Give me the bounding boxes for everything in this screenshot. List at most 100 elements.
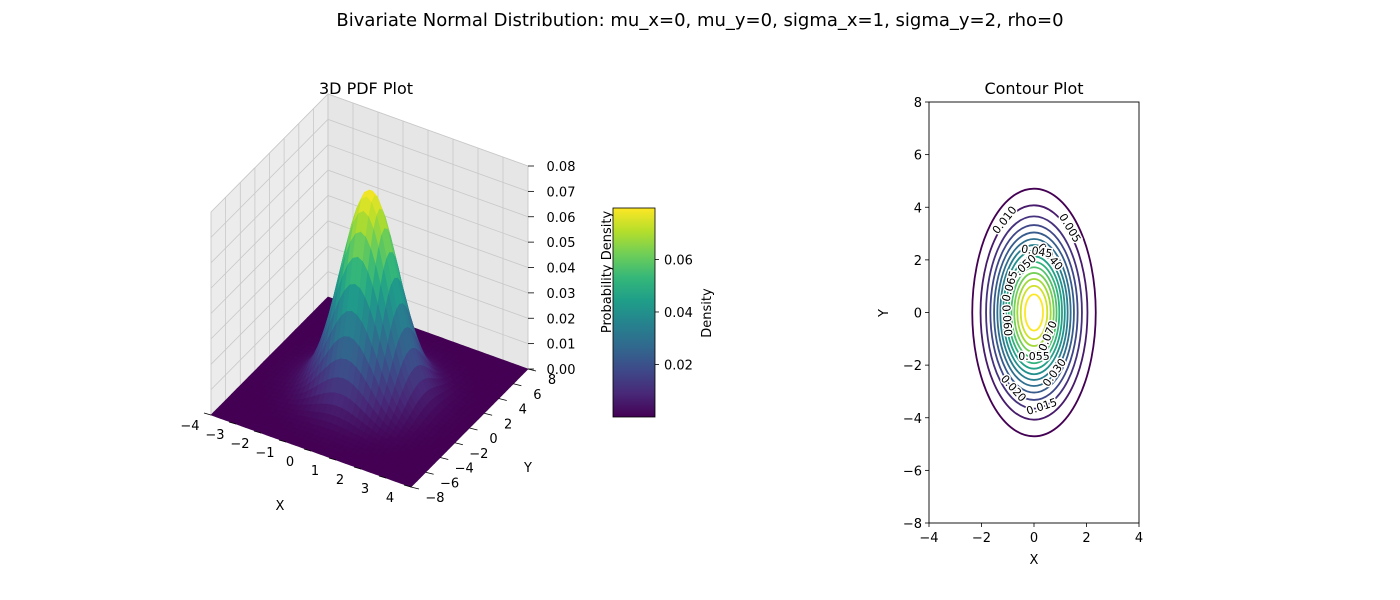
colorbar-tick-label: 0.04	[664, 306, 693, 321]
z-gridline	[210, 195, 529, 314]
x-tick-label: −2	[230, 437, 249, 452]
z-tick-label: 0.08	[547, 160, 576, 175]
y-tick	[484, 412, 493, 416]
z-tick-label: 0.06	[547, 211, 576, 226]
y-tick-label: −4	[455, 462, 474, 477]
x-tick	[403, 484, 412, 488]
contour-label: 0.010	[990, 204, 1020, 237]
x-tick-label: 3	[361, 482, 369, 497]
surface-plot-ylabel: Y	[523, 461, 532, 476]
contour-line	[1005, 255, 1063, 370]
z-gridline	[210, 220, 529, 340]
contour-y-tick-label: −2	[903, 359, 922, 374]
x-tick	[378, 475, 387, 479]
contour-y-tick-label: 6	[914, 149, 922, 164]
contour-plot-xlabel: X	[1030, 553, 1039, 568]
contour-line	[1019, 284, 1049, 341]
y-tick	[469, 427, 478, 431]
contour-plot-frame	[928, 101, 1140, 524]
x-tick	[203, 412, 212, 416]
z-tick-label: 0.03	[547, 287, 576, 302]
y-tick-label: 2	[504, 417, 512, 432]
colorbar-gradient	[612, 207, 656, 418]
contour-line	[971, 187, 1097, 438]
z-gridline	[210, 93, 529, 213]
contour-y-tick-label: 8	[914, 96, 922, 111]
y-tick-label: 6	[533, 388, 541, 403]
x-tick-label: 2	[336, 473, 344, 488]
contour-ticks: −4 −2 0 2 4 −8 −6 −4 −2 0 2 4 6 8	[903, 96, 1143, 546]
x-tick-label: 4	[386, 491, 394, 506]
contour-line	[1007, 260, 1061, 365]
x-tick	[278, 439, 287, 443]
contour-label: 0.055	[1018, 350, 1050, 363]
contour-line	[989, 224, 1079, 401]
y-tick-label: 4	[519, 403, 527, 418]
z-gridline	[210, 271, 529, 390]
colorbar-ticks: 0.02 0.04 0.06	[655, 253, 693, 373]
y-tick	[513, 383, 522, 387]
z-gridline	[210, 245, 529, 365]
contour-line	[985, 215, 1083, 410]
y-tick	[498, 398, 507, 401]
contour-y-tick-label: 0	[914, 307, 922, 322]
contour-label: 0.060	[999, 304, 1014, 336]
contour-line	[979, 204, 1089, 421]
contour-x-tick-label: −4	[919, 531, 938, 546]
colorbar: 0.02 0.04 0.06 Density	[612, 207, 715, 418]
figure-title: Bivariate Normal Distribution: mu_x=0, m…	[336, 10, 1063, 31]
z-gridline	[210, 169, 529, 289]
contour-y-tick-label: −6	[903, 464, 922, 479]
contour-plot-ylabel: Y	[877, 309, 892, 318]
y-tick	[440, 457, 449, 460]
contour-line	[1010, 266, 1058, 359]
contour-line	[993, 231, 1075, 394]
contour-x-tick-label: −2	[972, 531, 991, 546]
contour-x-tick-label: 0	[1030, 531, 1038, 546]
contour-line	[1013, 272, 1055, 353]
contour-line	[1024, 293, 1044, 332]
y-tick	[454, 442, 463, 446]
contour-y-tick-label: −4	[903, 412, 922, 427]
colorbar-tick-label: 0.02	[664, 358, 693, 373]
contour-line	[996, 238, 1072, 387]
x-tick-label: −1	[255, 446, 274, 461]
contour-line	[1002, 249, 1066, 376]
colorbar-tick-label: 0.06	[664, 253, 693, 268]
contour-y-tick-label: 2	[914, 254, 922, 269]
x-tick-label: 0	[286, 455, 294, 470]
colorbar-label: Density	[700, 288, 715, 338]
surface-plot-xlabel: X	[276, 499, 285, 514]
z-gridline	[210, 118, 529, 238]
z-tick-label: 0.02	[547, 312, 576, 327]
contour-x-tick-label: 2	[1082, 531, 1090, 546]
contour-lines	[971, 187, 1097, 438]
z-tick-label: 0.04	[547, 262, 576, 277]
y-tick-label: 0	[489, 432, 497, 447]
y-tick-label: −6	[440, 476, 459, 491]
z-tick-label: 0.01	[547, 338, 576, 353]
x-tick	[228, 421, 237, 425]
x-tick	[303, 448, 312, 452]
y-tick-label: −8	[425, 491, 444, 506]
surface-plot-surface	[210, 189, 529, 488]
z-tick-label: 0.05	[547, 236, 576, 251]
surface-plot-zlabel: Probability Density	[600, 211, 615, 334]
y-tick	[425, 471, 434, 475]
x-tick	[253, 430, 262, 434]
contour-y-tick-label: −8	[903, 517, 922, 532]
z-gridline	[210, 144, 529, 264]
contour-line	[1016, 278, 1052, 347]
y-tick	[410, 486, 420, 490]
contour-y-tick-label: 4	[914, 201, 922, 216]
y-tick-label: 8	[548, 373, 556, 388]
contour-x-tick-label: 4	[1135, 531, 1143, 546]
contour-line	[999, 244, 1069, 381]
x-tick-label: −4	[180, 419, 199, 434]
x-tick	[328, 457, 337, 461]
x-tick-label: −3	[205, 428, 224, 443]
z-tick-label: 0.07	[547, 185, 576, 200]
